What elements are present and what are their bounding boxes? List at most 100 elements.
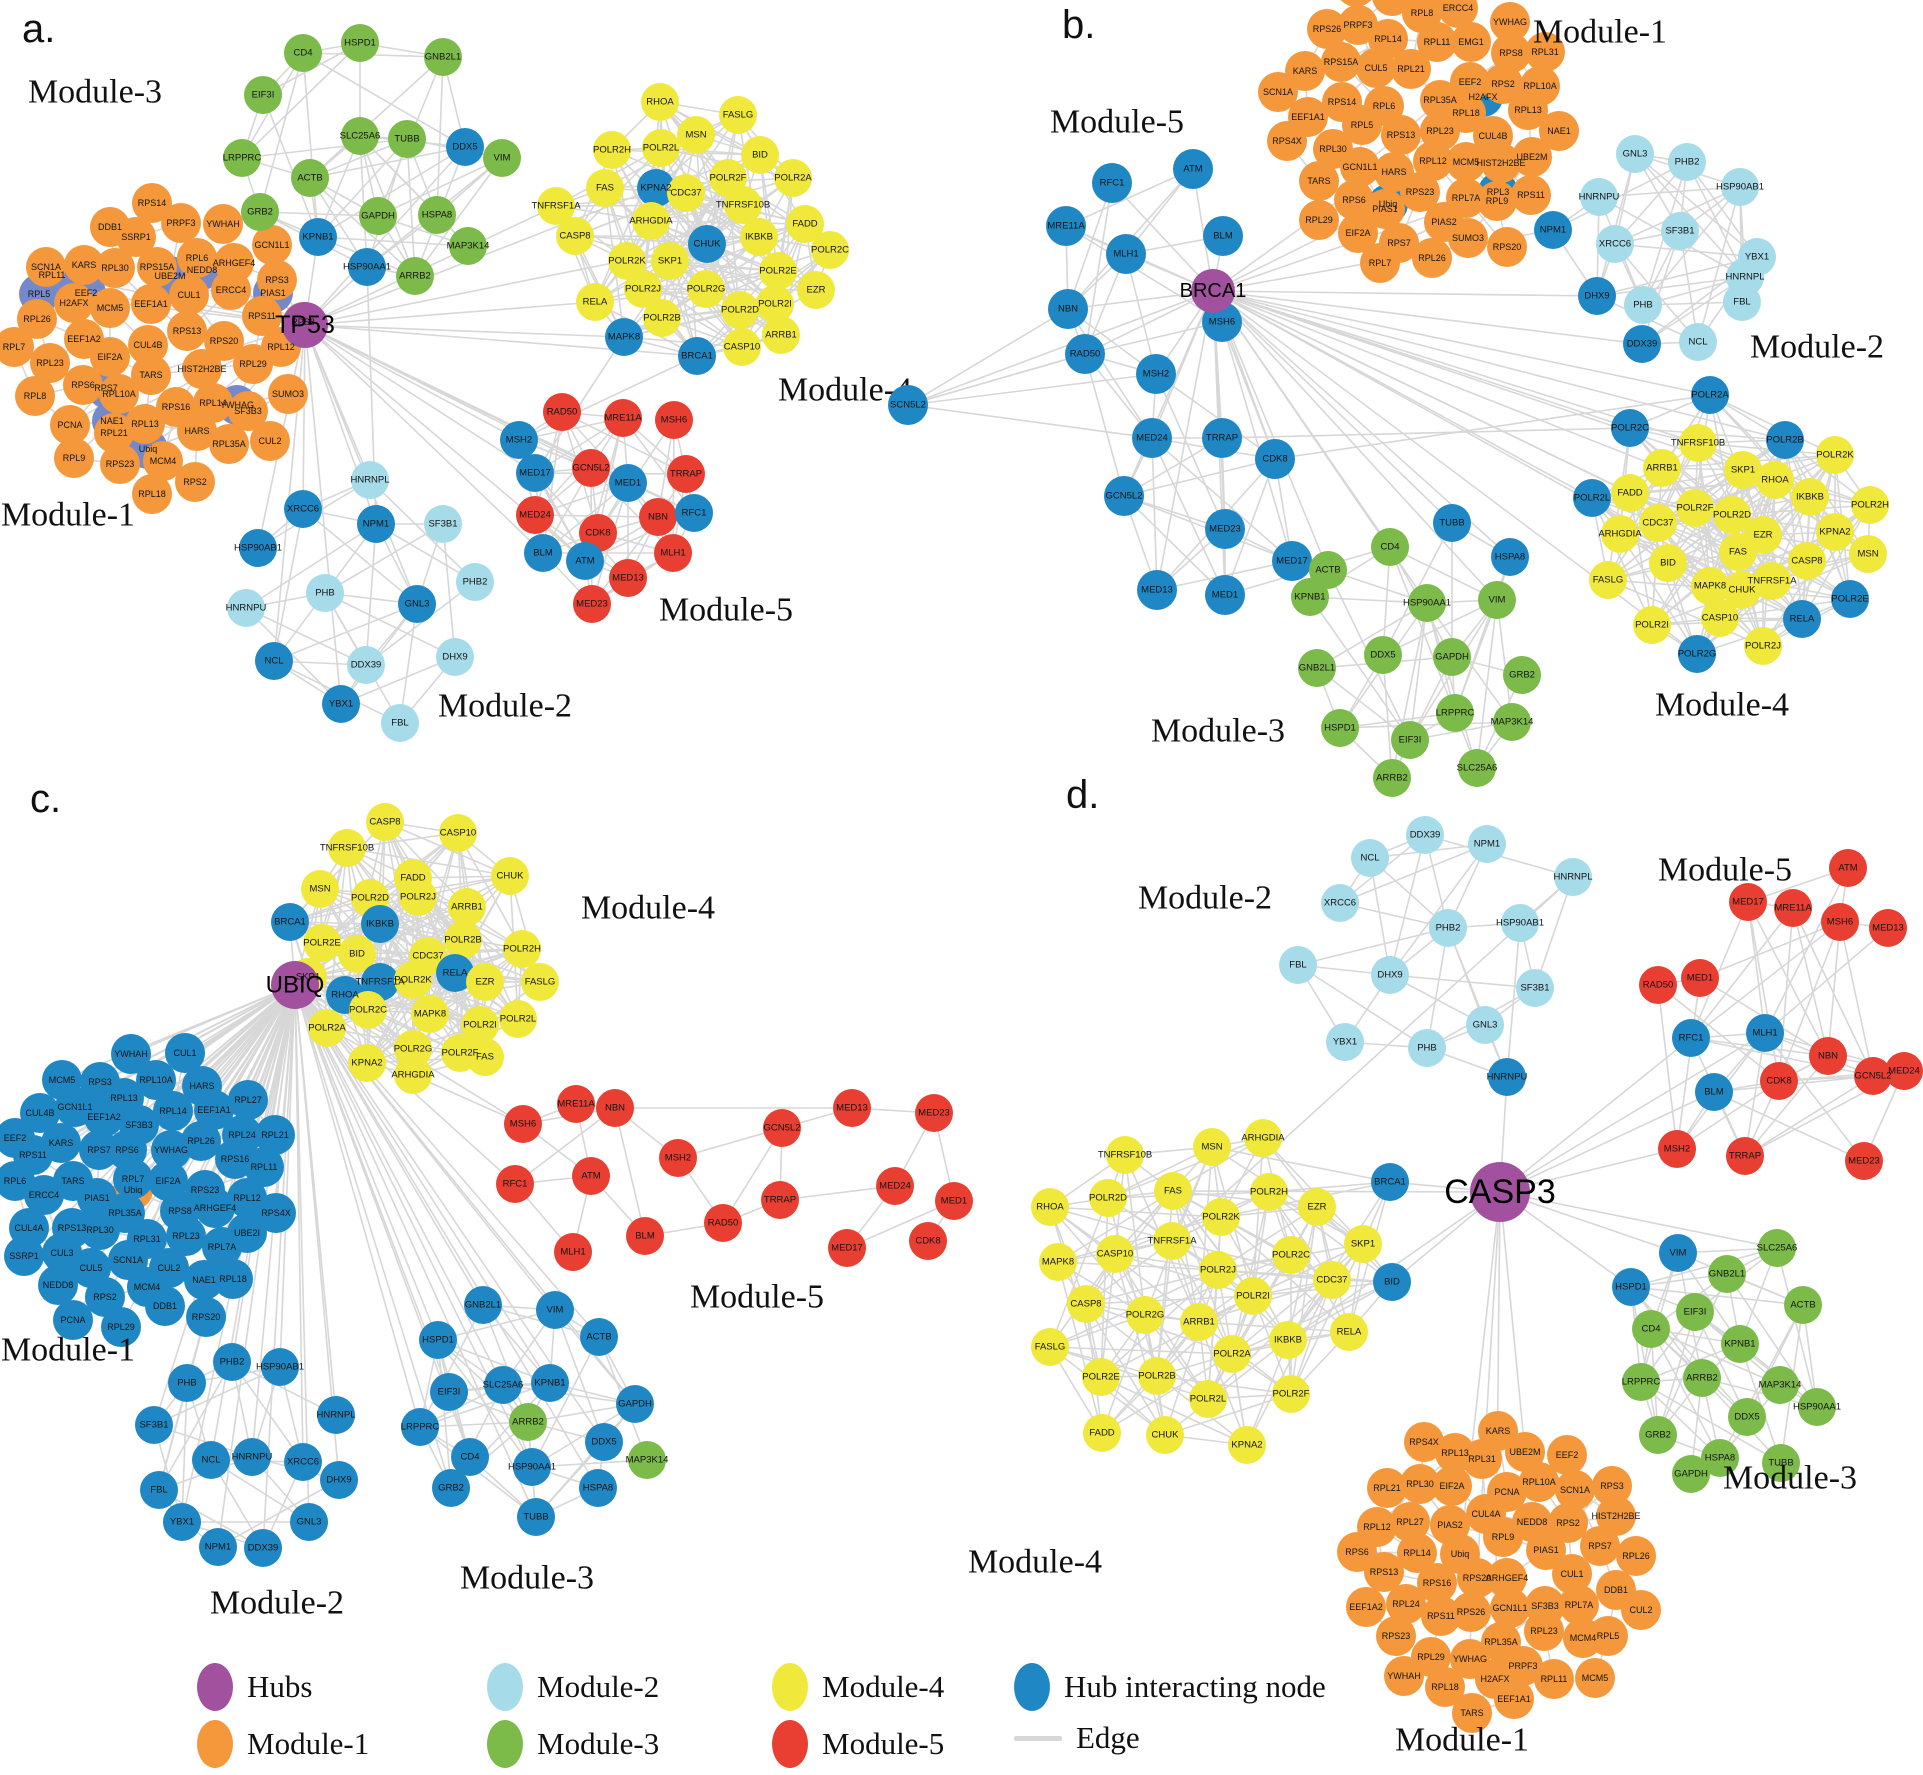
- node-label-YWHAG: YWHAG: [220, 400, 254, 410]
- node-label-PRPF3: PRPF3: [1508, 1661, 1537, 1671]
- edge: [1085, 1303, 1166, 1436]
- node-label-POLR2E: POLR2E: [1082, 1372, 1120, 1383]
- node-label-NCL: NCL: [1688, 337, 1707, 348]
- edge: [1065, 168, 1194, 227]
- node-label-RPS4X: RPS4X: [261, 1208, 291, 1218]
- node-RPS6: [1337, 1532, 1377, 1572]
- node-label-HNRNPL: HNRNPL: [316, 1410, 355, 1421]
- node-label-DDX39: DDX39: [1410, 830, 1441, 841]
- edge: [217, 1479, 340, 1548]
- node-NPM1: [1534, 211, 1572, 249]
- node-RPS16: [1417, 1563, 1457, 1603]
- node-label-ERCC4: ERCC4: [1443, 3, 1474, 13]
- node-label-SSRP1: SSRP1: [121, 232, 151, 242]
- node-MSN: [1849, 535, 1887, 573]
- node-label-RPL26: RPL26: [23, 314, 51, 324]
- node-label-TNFRSF10B: TNFRSF10B: [716, 200, 770, 211]
- node-label-EIF3I: EIF3I: [438, 1387, 461, 1398]
- labels-layer: CASP8 CASP10 TNFRSF10B FADD CHUK MSN POLR2D POL…: [1, 777, 967, 1622]
- edge: [611, 149, 761, 156]
- node-label-ERCC4: ERCC4: [29, 1190, 60, 1200]
- node-label-RPL27: RPL27: [1396, 1517, 1424, 1527]
- node-label-XRCC6: XRCC6: [287, 1457, 319, 1468]
- node-label-YWHAH: YWHAH: [206, 219, 240, 229]
- node-label-CUL4B: CUL4B: [133, 340, 162, 350]
- node-label-RPL29: RPL29: [1305, 215, 1333, 225]
- node-label-MCM4: MCM4: [150, 456, 177, 466]
- node-CDC37: [667, 174, 705, 212]
- node-GCN5L2: [1854, 1057, 1892, 1095]
- node-RPL7: [1360, 243, 1400, 283]
- node-ARRB1: [1643, 449, 1681, 487]
- node-RPS14: [1322, 82, 1362, 122]
- node-label-VIM: VIM: [547, 1305, 564, 1316]
- node-H2AFX: [54, 283, 94, 323]
- hub-edge: [1499, 1191, 1778, 1249]
- node-label-RFC1: RFC1: [1679, 1033, 1704, 1044]
- node-label-CASP10: CASP10: [1097, 1249, 1133, 1260]
- edge: [1221, 427, 1631, 439]
- node-CASP10: [1096, 1235, 1134, 1273]
- node-RFC1: [1672, 1019, 1710, 1057]
- node-label-FADD: FADD: [1089, 1428, 1114, 1439]
- edge: [1694, 1311, 1748, 1418]
- edge: [1198, 1321, 1350, 1333]
- node-RPL14: [1368, 19, 1408, 59]
- node-ARHGEF4: [195, 1188, 235, 1228]
- node-label-RPL31: RPL31: [1531, 47, 1559, 57]
- edge: [1534, 876, 1574, 989]
- node-label-FASLG: FASLG: [525, 977, 556, 988]
- node-KARS: [1478, 1411, 1518, 1451]
- node-label-POLR2H: POLR2H: [593, 145, 631, 156]
- node-label-POLR2D: POLR2D: [351, 893, 389, 904]
- edge: [1389, 834, 1426, 976]
- hub-edge: [294, 984, 599, 1489]
- node-label-RPL18: RPL18: [138, 489, 166, 499]
- node-RFC1: [1092, 163, 1132, 203]
- edge: [514, 1107, 616, 1185]
- node-label-RPL7A: RPL7A: [1565, 1600, 1594, 1610]
- module-label-module-5: Module-5: [1050, 104, 1184, 141]
- edge: [1171, 1240, 1333, 1281]
- node-label-RELA: RELA: [443, 968, 468, 979]
- node-YBX1: [322, 685, 360, 723]
- node-EIF3I: [244, 76, 282, 114]
- node-label-RPS4X: RPS4X: [1272, 136, 1302, 146]
- node-HSP90AB1: [261, 1348, 299, 1386]
- node-HNRNPL: [317, 1396, 355, 1434]
- node-label-TUBB: TUBB: [1768, 1458, 1793, 1469]
- node-label-NBN: NBN: [605, 1103, 625, 1114]
- node-SLC25A6: [341, 117, 379, 155]
- node-RPL26: [1616, 1536, 1656, 1576]
- legend-label: Module-3: [537, 1726, 660, 1761]
- node-TNFRSF10B: [328, 829, 366, 867]
- node-label-XRCC6: XRCC6: [1599, 239, 1631, 250]
- node-label-EEF1A2: EEF1A2: [87, 1112, 121, 1122]
- edge: [259, 211, 379, 217]
- edge: [1744, 1055, 1829, 1157]
- node-SF3B1: [1661, 212, 1699, 250]
- node-label-XRCC6: XRCC6: [1324, 898, 1356, 909]
- node-label-KPNB1: KPNB1: [1294, 592, 1325, 603]
- node-label-RPL21: RPL21: [1373, 1483, 1401, 1493]
- node-label-EEF2: EEF2: [1459, 77, 1482, 87]
- node-label-RPL14: RPL14: [199, 398, 227, 408]
- node-label-TNFRSF1A: TNFRSF1A: [531, 201, 581, 212]
- node-RPL27: [228, 1080, 268, 1120]
- node-label-ATM: ATM: [581, 1171, 600, 1182]
- node-MSH6: [504, 1105, 542, 1143]
- node-RPL18: [1446, 93, 1486, 133]
- edge: [1339, 843, 1488, 904]
- node-ATM: [1173, 149, 1213, 189]
- node-UBE2M: [1505, 1432, 1545, 1472]
- node-label-POLR2E: POLR2E: [1831, 594, 1869, 605]
- module-label-module-2: Module-2: [1750, 329, 1884, 366]
- node-HSPA8: [1491, 538, 1529, 576]
- node-ARRB2: [396, 257, 434, 295]
- node-label-Ubiq: Ubiq: [1379, 199, 1398, 209]
- edge: [1676, 977, 1701, 1150]
- hub-edge: [217, 984, 296, 1548]
- node-label-FADD: FADD: [400, 873, 425, 884]
- edge: [626, 204, 744, 262]
- node-CDC37: [1639, 504, 1677, 542]
